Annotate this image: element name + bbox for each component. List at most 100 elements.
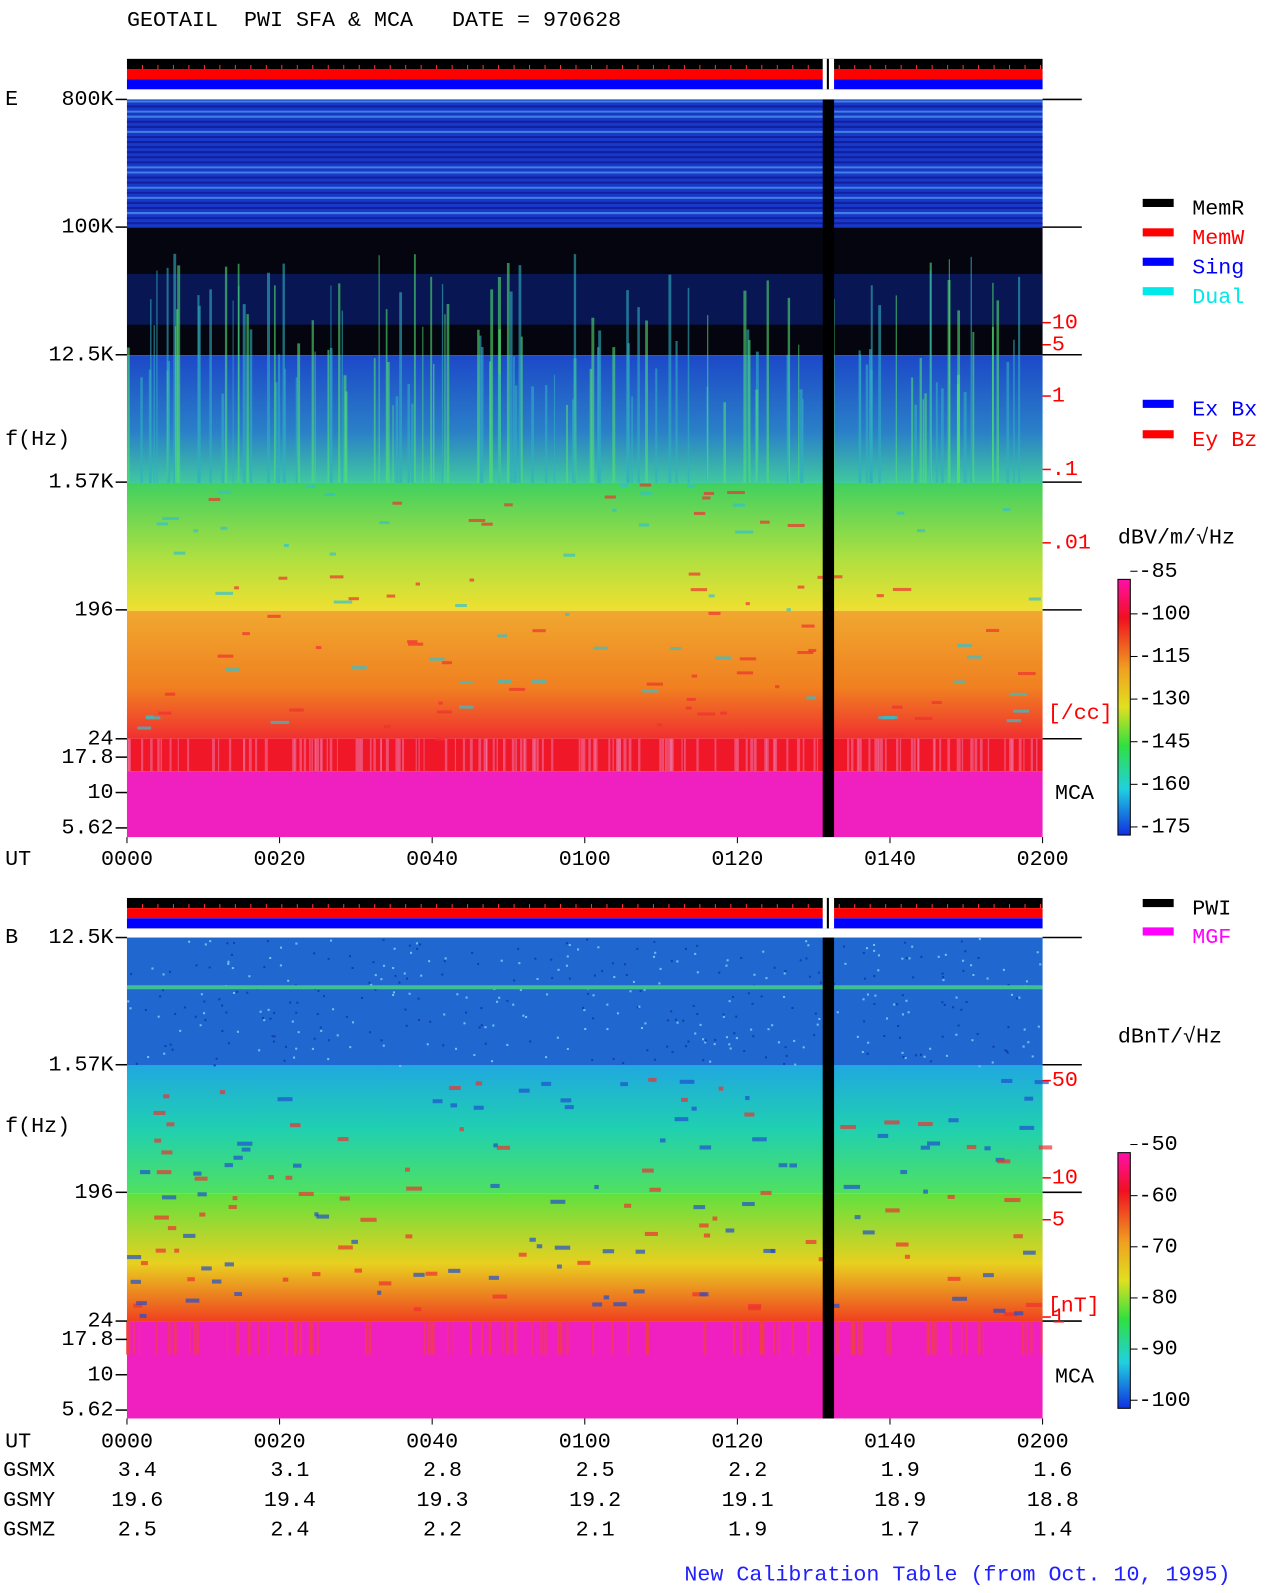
spectrogram-pixel: [551, 977, 554, 980]
spectrogram-pixel: [293, 1163, 302, 1168]
spectrogram-pixel: [597, 946, 600, 949]
spectrogram-pixel: [657, 723, 663, 727]
status-bar: [126, 918, 1043, 929]
spectrogram-pixel: [171, 1048, 174, 1051]
spectrogram-pixel: [481, 522, 493, 526]
spectrogram-pixel: [218, 490, 231, 494]
spectrogram-pixel: [791, 1006, 794, 1009]
spectrogram-pixel: [1039, 963, 1042, 966]
spectrogram-pixel: [448, 1085, 461, 1091]
spectrogram-pixel: [639, 483, 652, 487]
spectrogram-pixel: [554, 1245, 571, 1250]
spectrogram-pixel: [840, 1124, 856, 1129]
spectrogram-pixel: [646, 1049, 649, 1052]
spectrogram-pixel: [541, 1081, 552, 1086]
status-bar: [126, 908, 1043, 919]
orbit-value: 18.8: [1027, 1489, 1079, 1513]
spectrogram-pixel: [269, 1017, 272, 1020]
spectrogram-band: [126, 482, 1043, 611]
spectrogram-pixel: [801, 624, 815, 628]
spectrogram-pixel: [158, 711, 172, 715]
spectrogram-pixel: [722, 1013, 725, 1016]
spectrogram-pixel: [279, 964, 282, 967]
spectrogram-pixel: [594, 1184, 599, 1190]
spectrogram-pixel: [194, 1015, 197, 1018]
spectrogram-pixel: [738, 733, 746, 737]
spectrogram-pixel: [901, 1051, 904, 1054]
spectrogram-pixel: [861, 1050, 864, 1054]
legend-label: Sing: [1192, 257, 1244, 281]
orbit-value: 3.4: [118, 1459, 157, 1483]
spectrogram-pixel: [348, 597, 359, 601]
spectrogram-pixel: [1010, 993, 1014, 996]
spectrogram-pixel: [484, 1042, 487, 1045]
spectrogram-pixel: [1005, 1050, 1008, 1053]
spectrogram-pixel: [492, 1024, 495, 1027]
spectrogram-pixel: [406, 977, 409, 980]
spectrogram-pixel: [742, 1201, 755, 1207]
spectrogram-pixel: [153, 1110, 166, 1115]
spectrogram-pixel: [405, 1167, 410, 1172]
spectrogram-pixel: [945, 1054, 948, 1057]
spectrogram-pixel: [687, 1040, 690, 1043]
status-bar: [126, 58, 1043, 69]
spectrogram-pixel: [413, 1307, 422, 1312]
spectrogram-pixel: [200, 993, 203, 996]
spectrogram-pixel: [629, 990, 632, 993]
spectrogram-pixel: [778, 1163, 788, 1168]
density-tick-label: 5: [1052, 334, 1065, 358]
spectrogram-pixel: [712, 1216, 718, 1221]
colorbar-label: dBnT/√Hz: [1118, 1026, 1222, 1050]
spectrogram-pixel: [204, 1019, 207, 1022]
spectrogram-pixel: [830, 575, 843, 579]
spectrogram-pixel: [405, 1024, 408, 1027]
colorbar-tick-label: -50: [1139, 1133, 1178, 1157]
colorbar-tick-label: -60: [1139, 1184, 1178, 1208]
title: GEOTAIL PWI SFA & MCA DATE = 970628: [127, 9, 621, 33]
spectrogram-pixel: [403, 972, 406, 975]
spectrogram-pixel: [703, 491, 714, 495]
mca-label: MCA: [1055, 782, 1094, 806]
spectrogram-pixel: [478, 1026, 481, 1029]
spectrogram-pixel: [282, 1277, 289, 1282]
spectrogram-pixel: [1004, 1049, 1007, 1052]
spectrogram-pixel: [676, 1021, 679, 1024]
orbit-value: 2.2: [423, 1519, 462, 1543]
spectrogram-pixel: [201, 1266, 212, 1271]
spectrogram-pixel: [504, 503, 513, 507]
spectrogram-pixel: [498, 996, 501, 999]
legend-swatch: [1142, 198, 1174, 207]
y-tick-label: 10: [88, 1364, 114, 1388]
spectrogram-pixel: [194, 1176, 208, 1181]
spectrogram-pixel: [818, 1257, 825, 1262]
spectrogram-pixel: [955, 996, 958, 999]
y-tick-label: 17.8: [62, 746, 114, 770]
spectrogram-pixel: [684, 947, 687, 950]
spectrogram-pixel: [272, 1040, 275, 1043]
spectrogram-pixel: [450, 1103, 458, 1108]
spectrogram-pixel: [336, 1034, 339, 1037]
spectrogram-pixel: [233, 941, 236, 944]
spectrogram-pixel: [1001, 1078, 1013, 1083]
spectrogram-pixel: [488, 1275, 500, 1280]
spectrogram-pixel: [674, 1117, 689, 1122]
spectrogram-pixel: [459, 705, 474, 709]
spectrogram-pixel: [329, 552, 336, 556]
spectrogram-pixel: [914, 717, 933, 721]
spectrogram-pixel: [676, 960, 679, 963]
spectrogram-pixel: [941, 972, 944, 975]
spectrogram-pixel: [236, 990, 239, 993]
spectrogram-pixel: [269, 956, 272, 960]
spectrogram-pixel: [699, 1292, 709, 1297]
orbit-value: 19.6: [111, 1489, 163, 1513]
spectrogram-pixel: [709, 1060, 712, 1063]
spectrogram-pixel: [289, 1001, 292, 1004]
spectrogram-pixel: [330, 939, 333, 942]
spectrogram-pixel: [313, 1037, 316, 1040]
spectrogram-pixel: [948, 1118, 959, 1123]
spectrogram-pixel: [905, 999, 908, 1002]
spectrogram-pixel: [783, 995, 786, 998]
spectrogram-pixel: [638, 523, 650, 527]
spectrogram-pixel: [797, 585, 805, 589]
spectrogram-pixel: [455, 604, 467, 608]
